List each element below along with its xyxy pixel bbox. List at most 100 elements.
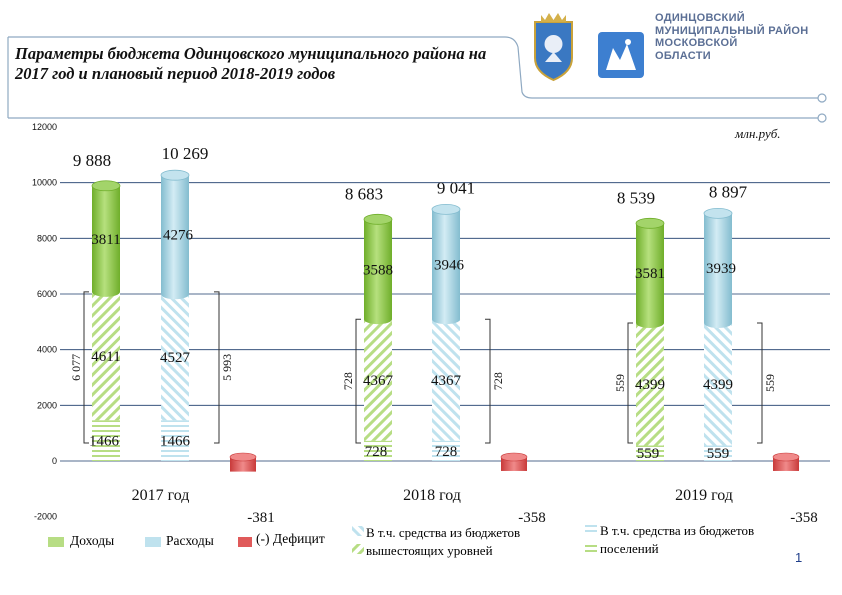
frame-lines [7, 36, 827, 123]
deficit-label: -358 [518, 510, 546, 526]
bracket-right [485, 318, 491, 444]
page-title: Параметры бюджета Одинцовского муниципал… [15, 44, 487, 83]
income-bar-settlement-segment [92, 420, 120, 461]
income-bar-top-cap [363, 213, 393, 225]
income-bar-settlement-segment [636, 445, 664, 461]
income-own-label: 3581 [635, 266, 665, 282]
income-bar-own-bottom [364, 314, 392, 325]
deficit-label: -381 [247, 510, 275, 526]
expense-bar-settlement-segment [161, 420, 189, 461]
expense-own-label: 4276 [163, 228, 194, 244]
income-bar-own-segment [636, 223, 664, 324]
brackets: 6 077 5 993 728 728 559 559 [69, 291, 777, 444]
deficit-label: -358 [790, 510, 818, 526]
expense-bar-top-cap [431, 203, 461, 215]
expense-total-label: 10 269 [162, 144, 209, 163]
bracket-left-label: 728 [341, 372, 355, 390]
income-bar-settlement-segment [364, 440, 392, 461]
income-own-label: 3588 [363, 262, 393, 278]
expense-bar-upper-segment [704, 323, 732, 446]
legend-settlement-label: В т.ч. средства из бюджетов поселений [600, 523, 755, 556]
expense-bar-own-segment [704, 213, 732, 324]
legend-upper-swatch-green [352, 544, 364, 554]
expense-bar-own-bottom [704, 318, 732, 329]
income-settlement-label: 728 [365, 444, 388, 460]
expense-own-label: 3939 [706, 261, 736, 277]
org-name-line: МУНИЦИПАЛЬНЫЙ РАЙОН [655, 24, 809, 37]
y-tick-label: 4000 [37, 345, 57, 355]
bracket-left-label: 559 [613, 374, 627, 392]
year-label: 2019 год [675, 487, 733, 504]
expense-bar-settlement-segment [432, 440, 460, 461]
income-upper-label: 4611 [91, 349, 120, 365]
income-own-label: 3811 [91, 232, 120, 248]
bracket-right-label: 559 [763, 374, 777, 392]
y-tick-label: 12000 [32, 122, 57, 132]
income-bar-own-bottom [636, 318, 664, 329]
expense-upper-label: 4527 [160, 350, 191, 366]
income-settlement-label: 559 [637, 446, 660, 462]
income-bar-upper-segment [636, 323, 664, 446]
bars [91, 169, 800, 472]
legend-expense-swatch [145, 537, 161, 547]
expense-bar-own-segment [432, 209, 460, 320]
page-number: 1 [795, 550, 803, 565]
deficit-bar-top [772, 452, 800, 462]
expense-bar-own-bottom [432, 314, 460, 325]
income-bar-upper-segment [364, 319, 392, 441]
bracket-right [214, 291, 220, 444]
legend-settlement-swatch-blue [585, 524, 597, 534]
bracket-right-label: 5 993 [220, 354, 234, 381]
expense-settlement-label: 559 [707, 446, 730, 462]
bracket-left [627, 322, 633, 444]
bracket-left-label: 6 077 [69, 354, 83, 381]
expense-total-label: 8 897 [709, 182, 748, 201]
expense-total-label: 9 041 [437, 178, 475, 197]
y-tick-label: -2000 [34, 512, 57, 522]
deficit-bar-top [500, 452, 528, 462]
expense-settlement-label: 1466 [160, 434, 191, 450]
legend-expense-label: Расходы [166, 533, 214, 548]
income-bar-own-segment [364, 219, 392, 320]
legend-upper-swatch-blue [352, 526, 364, 536]
expense-bar-top-cap [703, 207, 733, 219]
legend-income-swatch [48, 537, 64, 547]
income-bar-top-cap [91, 180, 121, 192]
y-tick-label: 8000 [37, 233, 57, 243]
income-total-label: 8 683 [345, 184, 383, 203]
expense-bar-settlement-segment [704, 445, 732, 461]
expense-own-label: 3946 [434, 257, 465, 273]
y-tick-label: 0 [52, 456, 57, 466]
bracket-left [83, 291, 89, 444]
district-logo-icon [598, 32, 644, 78]
y-tick-label: 10000 [32, 178, 57, 188]
org-name-line: ОДИНЦОВСКИЙ [655, 12, 745, 24]
expense-upper-label: 4399 [703, 377, 733, 393]
legend-deficit-swatch [238, 537, 252, 547]
income-total-label: 8 539 [617, 188, 655, 207]
expense-upper-label: 4367 [431, 373, 462, 389]
org-name-line: ОБЛАСТИ [655, 49, 711, 62]
legend-income-label: Доходы [70, 533, 115, 548]
expense-bar-own-segment [161, 175, 189, 295]
org-name: ОДИНЦОВСКИЙ МУНИЦИПАЛЬНЫЙ РАЙОН МОСКОВСК… [655, 12, 835, 62]
legend-settlement-swatch-green [585, 542, 597, 552]
year-label: 2017 год [132, 487, 190, 504]
deficit-bar-top [229, 452, 257, 462]
y-tick-label: 6000 [37, 289, 57, 299]
y-axis-ticks: 12000 10000 8000 6000 4000 2000 0 -2000 [32, 122, 57, 522]
legend-upper-label: В т.ч. средства из бюджетов вышестоящих … [366, 525, 521, 558]
income-bar-upper-segment [92, 291, 120, 421]
expense-bar-upper-segment [432, 319, 460, 441]
y-tick-label: 2000 [37, 400, 57, 410]
org-name-line: МОСКОВСКОЙ [655, 37, 738, 49]
unit-label: млн.руб. [735, 126, 781, 141]
income-settlement-label: 1466 [89, 434, 120, 450]
bracket-right [757, 322, 763, 444]
bracket-right-label: 728 [491, 372, 505, 390]
year-label: 2018 год [403, 487, 461, 504]
income-bar-own-bottom [92, 286, 120, 297]
expense-bar-upper-segment [161, 294, 189, 421]
data-labels: 1466 1466 4611 4527 3811 4276 9 888 10 269 2017 … [73, 144, 818, 526]
